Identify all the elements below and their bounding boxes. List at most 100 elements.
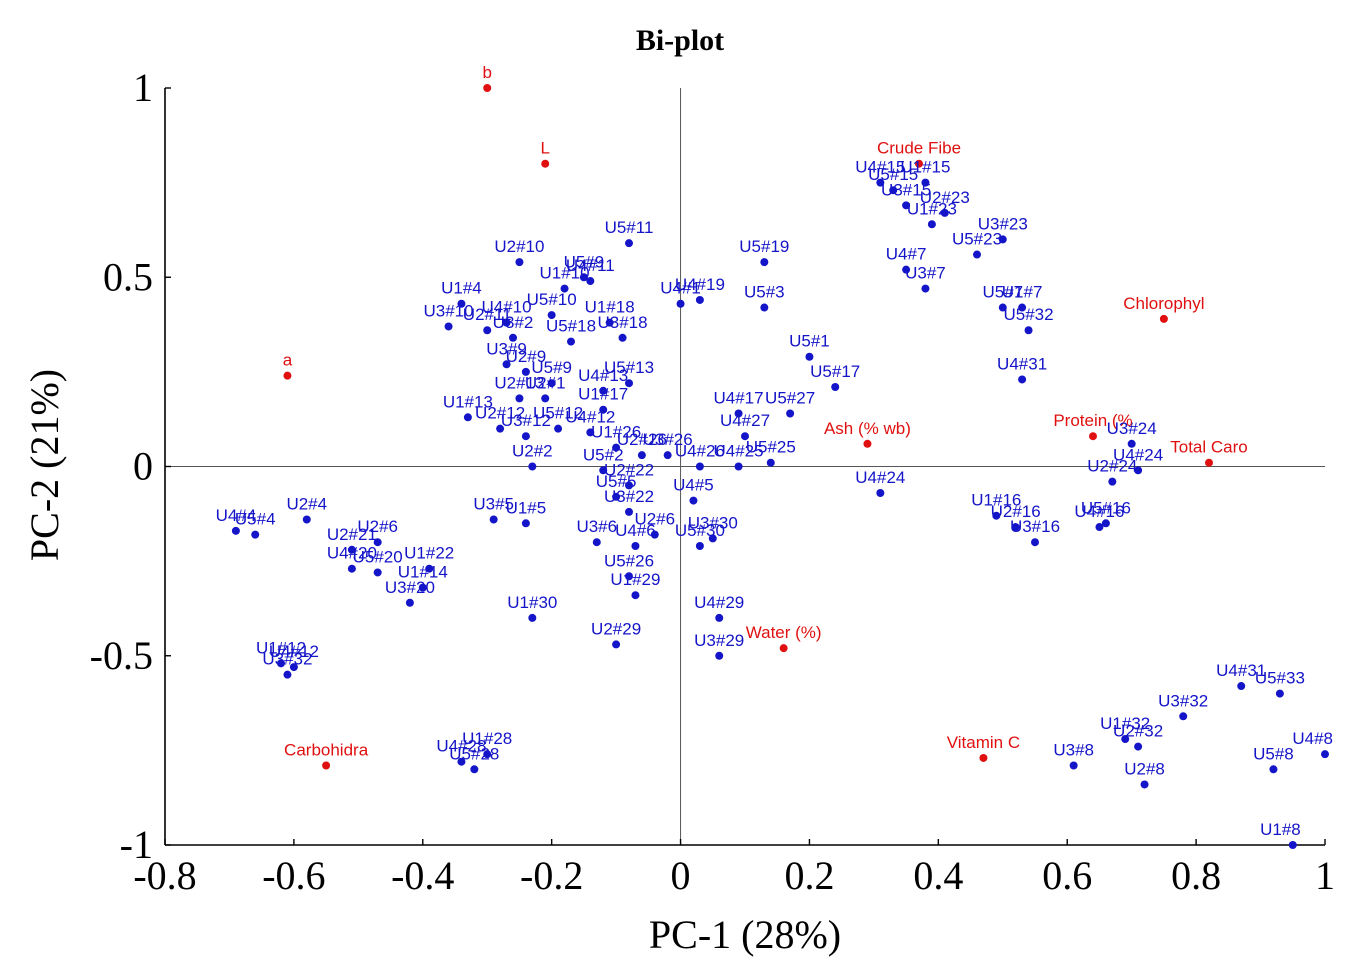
x-tick-label: -0.6 [262,853,325,898]
point-label: U2#6 [634,510,675,529]
point-label: U2#6 [357,517,398,536]
point-label: a [283,351,293,370]
data-point [599,466,608,475]
data-point [902,201,911,210]
point-label: U4#6 [615,521,656,540]
data-point [425,564,434,573]
data-point [1095,523,1104,532]
x-tick-label: -0.2 [520,853,583,898]
data-point [650,530,659,539]
point-label: U2#9 [506,347,547,366]
data-point [586,277,595,286]
data-point [444,322,453,331]
data-point [1159,314,1168,323]
point-label: U3#12 [501,411,551,430]
data-point [1205,458,1213,467]
point-label: U4#26 [675,442,725,461]
point-label: U4#7 [886,245,927,264]
data-point [547,311,556,320]
data-point [1108,477,1117,486]
point-label: U4#20 [327,544,377,563]
point-label: U1#7 [1002,283,1043,302]
point-label: U3#15 [881,180,931,199]
data-point [695,295,704,304]
point-label: U3#20 [385,578,435,597]
point-label: U3#9 [486,339,527,358]
point-label: U4#31 [1216,661,1266,680]
x-tick-label: 0.8 [1171,853,1221,898]
data-point [541,159,550,168]
data-point [612,492,621,501]
point-label: U2#10 [494,237,544,256]
chart-title: Bi-plot [636,24,724,57]
data-point [625,481,633,490]
point-label: b [482,63,491,82]
data-point [1179,712,1188,721]
point-label: U3#18 [598,313,648,332]
data-point [1275,689,1284,698]
point-label: U4#29 [694,593,744,612]
point-label: U3#24 [1107,419,1157,438]
data-point [373,538,382,547]
point-label: U5#19 [739,237,789,256]
data-point [347,545,356,554]
point-label: U3#32 [1158,691,1208,710]
point-label: U2#1 [525,373,566,392]
y-tick-label: 0.5 [103,254,153,299]
data-point [567,337,575,346]
y-tick-label: 0 [133,444,153,489]
data-point [631,541,640,550]
point-label: U5#2 [583,445,624,464]
point-label: U5#23 [952,230,1002,249]
y-tick-label: -1 [120,822,153,867]
data-point [760,303,769,312]
x-axis-title: PC-1 (28%) [649,912,841,957]
point-label: U5#8 [1253,744,1294,763]
data-point [831,383,840,392]
data-point [521,367,530,376]
data-point [277,659,285,668]
data-point [940,208,949,217]
point-label: U1#5 [506,498,547,517]
point-label: U3#30 [688,513,738,532]
data-point [496,424,505,433]
data-point [741,432,749,441]
point-label: U5#28 [449,744,499,763]
point-label: U2#4 [286,494,327,513]
point-label: U4#27 [720,411,770,430]
point-label: Crude Fibe [877,139,961,158]
data-point [612,640,621,649]
data-point [625,239,633,248]
point-label: U2#24 [1087,457,1137,476]
point-label: U4#25 [714,442,764,461]
point-label: U1#32 [1100,714,1150,733]
data-point [1237,682,1246,691]
data-point [1288,841,1297,849]
point-label: U5#25 [746,438,796,457]
axes-layer: -0.8 -0.6 -0.4 -0.2 0 0.2 0.4 0.6 0.8 1 -1 -0.5 0 0.5… [90,65,1335,898]
points-layer: b L Crude Fibe Chlorophyl a Ash (% wb) Protein… [216,63,1333,849]
data-point [1031,538,1039,547]
data-point [605,318,614,327]
data-point [502,360,511,369]
point-label: U2#29 [591,619,641,638]
data-point [483,326,492,335]
data-point [637,451,646,460]
data-point [547,379,556,388]
data-point [876,488,885,497]
point-label: U3#26 [643,430,693,449]
point-label: U5#1 [789,332,830,351]
data-point [1069,761,1078,770]
data-point [1018,375,1027,384]
point-label: Protein (% [1053,411,1132,430]
point-label: U2#22 [604,460,654,479]
data-point [1018,303,1027,312]
x-tick-label: 1 [1315,853,1335,898]
point-label: U1#22 [404,544,454,563]
data-point [1134,742,1143,751]
data-point [631,591,640,600]
data-point [915,159,923,168]
data-point [1321,750,1329,759]
data-point [322,761,331,770]
